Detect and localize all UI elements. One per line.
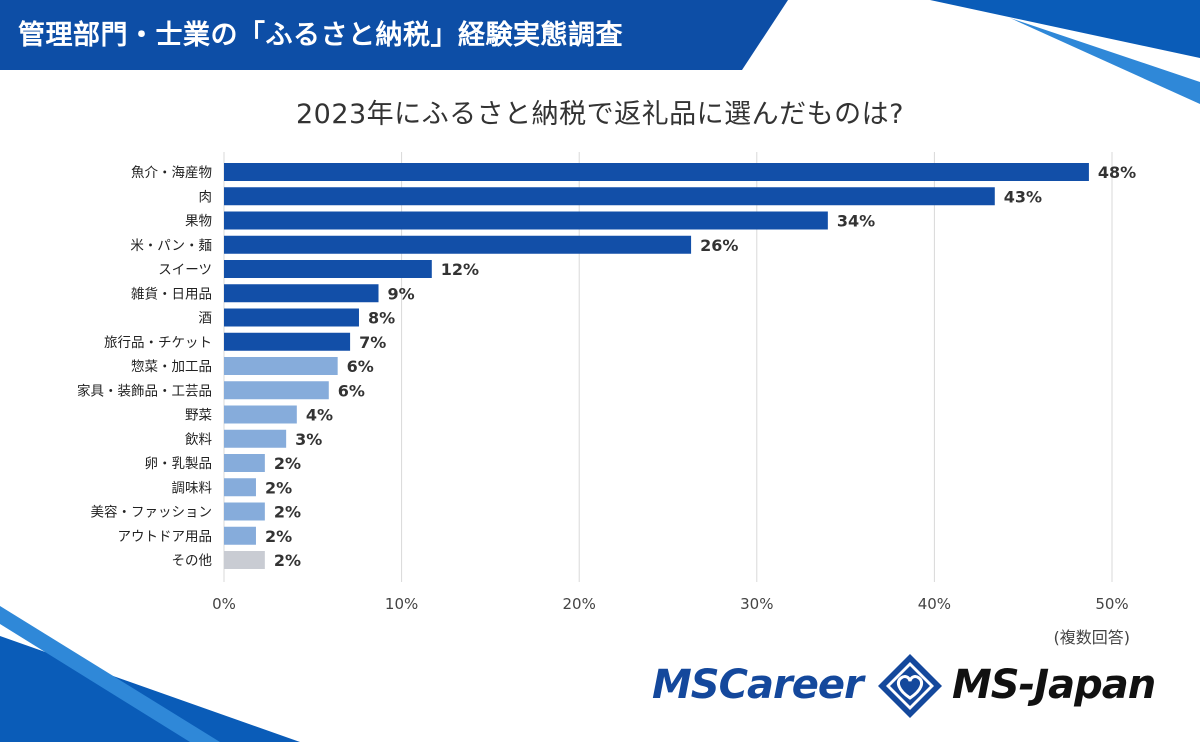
bar (224, 187, 995, 206)
corner-stripe-top-light (1010, 18, 1200, 104)
x-tick-label: 20% (563, 595, 596, 613)
bar (224, 211, 828, 230)
chart-title: 2023年にふるさと納税で返礼品に選んだものは? (295, 99, 905, 130)
bar (224, 284, 379, 303)
value-label: 34% (837, 212, 875, 231)
value-label: 43% (1004, 187, 1042, 206)
x-tick-label: 40% (918, 595, 951, 613)
category-label: 美容・ファッション (91, 504, 213, 521)
value-label: 2% (274, 454, 301, 473)
category-label: 野菜 (185, 408, 212, 424)
category-label: その他 (172, 553, 213, 569)
bar (224, 526, 256, 545)
bar (224, 405, 297, 424)
bar (224, 478, 256, 497)
value-label: 8% (368, 309, 395, 328)
header-banner (0, 0, 788, 70)
category-label: 雑貨・日用品 (131, 285, 212, 302)
value-label: 2% (274, 503, 301, 522)
value-label: 48% (1098, 163, 1136, 182)
category-label: アウトドア用品 (118, 529, 213, 545)
value-label: 3% (295, 430, 322, 449)
bar (224, 502, 265, 521)
category-label: 惣菜・加工品 (131, 359, 212, 375)
x-tick-label: 30% (740, 595, 773, 613)
bar (224, 260, 432, 278)
diamond-heart-logo-icon (878, 654, 942, 718)
category-label: 魚介・海産物 (131, 165, 212, 181)
category-label: 調味料 (172, 480, 213, 496)
value-label: 4% (306, 406, 333, 425)
bar (224, 357, 338, 375)
bar (224, 454, 265, 472)
corner-stripe-top (930, 0, 1200, 58)
x-tick-label: 50% (1095, 595, 1128, 613)
value-label: 6% (347, 357, 374, 376)
multiple-answer-note: (複数回答) (1053, 628, 1131, 647)
value-label: 2% (265, 527, 292, 546)
value-label: 2% (265, 478, 292, 497)
bar (224, 308, 359, 327)
value-label: 2% (274, 551, 301, 570)
msjapan-logo: MS-Japan (952, 662, 1156, 708)
category-label: 米・パン・麺 (130, 238, 212, 254)
value-label: 9% (388, 284, 415, 303)
value-label: 6% (338, 381, 365, 400)
category-label: 酒 (199, 311, 213, 327)
category-label: 果物 (185, 214, 212, 230)
value-label: 12% (441, 260, 479, 279)
x-tick-label: 0% (212, 595, 236, 613)
value-label: 26% (700, 236, 738, 255)
category-label: 飲料 (185, 432, 212, 448)
corner-stripe-bottom-light (0, 606, 220, 742)
bar (224, 429, 287, 448)
x-tick-label: 10% (385, 595, 418, 613)
category-label: 卵・乳製品 (145, 456, 213, 472)
category-label: 旅行品・チケット (104, 335, 212, 351)
category-label: スイーツ (158, 262, 212, 278)
bar (224, 381, 329, 400)
bar (224, 163, 1089, 181)
mscareer-logo: MSCareer (652, 662, 864, 708)
value-label: 7% (359, 333, 386, 352)
header-title: 管理部門・士業の「ふるさと納税」経験実態調査 (18, 20, 623, 51)
bar (224, 235, 692, 254)
bar (224, 551, 265, 569)
bar (224, 332, 351, 351)
category-label: 家具・装飾品・工芸品 (77, 382, 212, 399)
company-logos: MSCareer MS-Japan (640, 650, 1170, 722)
bar-chart: 0% 10% 20% 30% 40% 50% 魚介・海産物 48% 肉 43% 果物 34% 米・パン・… (77, 152, 1136, 613)
category-label: 肉 (199, 189, 213, 205)
